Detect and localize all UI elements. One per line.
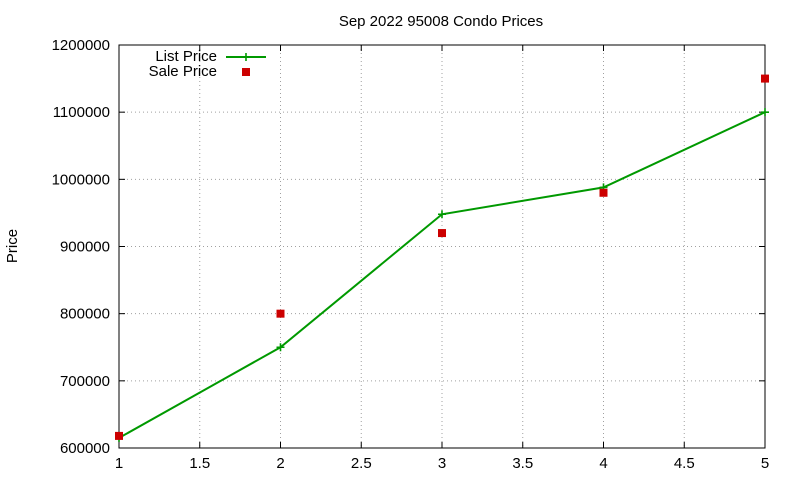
chart-title: Sep 2022 95008 Condo Prices [339,13,543,30]
y-tick-label: 1100000 [53,104,110,121]
x-tick-label: 4 [599,455,607,472]
x-tick-label: 3 [438,455,446,472]
sale-price-point [438,229,446,238]
y-axis-title: Price [4,229,21,263]
legend-label-sale-price: Sale Price [149,63,217,80]
y-tick-label: 1200000 [52,37,110,54]
list-price-point [438,210,446,219]
y-tick-label: 800000 [60,306,110,323]
legend-label-list-price: List Price [155,48,217,65]
y-tick-label: 700000 [60,373,110,390]
grid-lines [119,45,765,448]
legend: List Price Sale Price [149,48,266,80]
x-tick-label: 1 [115,455,123,472]
sale-price-point [115,431,123,440]
x-tick-label: 4.5 [674,455,695,472]
x-tick-label: 3.5 [512,455,533,472]
legend-marker-list-price [242,53,250,61]
x-tick-label: 5 [761,455,769,472]
y-tick-label: 600000 [60,440,110,457]
series-layer [115,74,769,442]
list-price-point [276,343,285,352]
axis-ticks: 1 1.5 2 2.5 3 3.5 4 4.5 5 600000 700000 800000 90000… [52,37,770,472]
x-tick-label: 1.5 [189,455,210,472]
x-tick-label: 2 [276,455,284,472]
y-tick-label: 900000 [60,239,110,256]
plot-frame [118,44,766,449]
y-tick-label: 1000000 [52,171,110,188]
sale-price-point [599,188,608,197]
sale-price-point [761,74,769,83]
sale-price-point [276,309,285,318]
legend-marker-sale-price [242,68,250,76]
list-price-point [761,108,769,117]
x-tick-label: 2.5 [351,455,372,472]
